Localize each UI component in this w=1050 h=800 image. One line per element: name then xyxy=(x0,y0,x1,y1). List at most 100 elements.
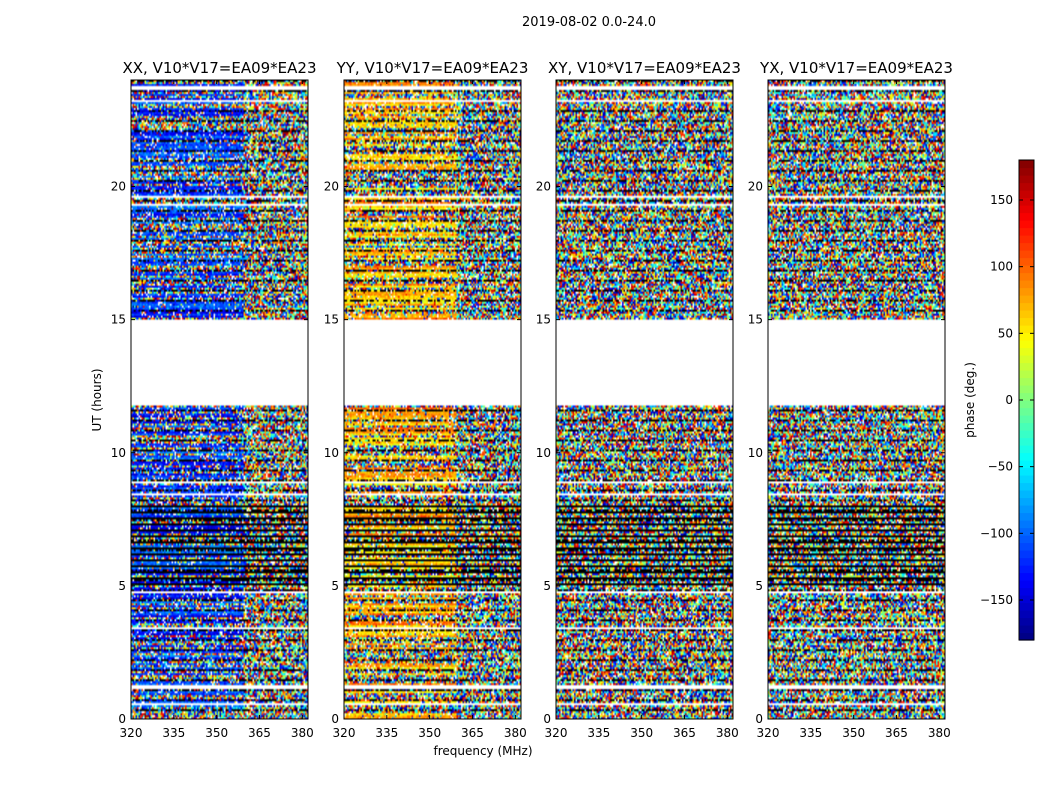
panels: XX, V10*V17=EA09*EA23 320 335 350 365 380 0 5 10… xyxy=(111,59,953,740)
y-tick-label: 5 xyxy=(543,579,551,593)
colorbar-tick-label: 150 xyxy=(990,193,1013,207)
colorbar-segment xyxy=(1019,415,1034,424)
colorbar-segment xyxy=(1019,332,1034,341)
colorbar-segment xyxy=(1019,385,1034,394)
colorbar-segment xyxy=(1019,370,1034,379)
colorbar-segment xyxy=(1019,527,1034,536)
phase-heatmap xyxy=(344,80,521,719)
y-axis-label: UT (hours) xyxy=(90,368,104,431)
y-tick-label: 5 xyxy=(331,579,339,593)
colorbar-segment xyxy=(1019,280,1034,289)
colorbar-segment xyxy=(1019,302,1034,311)
colorbar-segment xyxy=(1019,587,1034,596)
colorbar-segment xyxy=(1019,550,1034,559)
colorbar-segment xyxy=(1019,632,1034,641)
y-tick-label: 20 xyxy=(324,180,339,194)
y-tick-label: 10 xyxy=(111,446,126,460)
y-tick-label: 20 xyxy=(536,180,551,194)
colorbar-tick-label: −50 xyxy=(988,460,1013,474)
x-tick-label: 335 xyxy=(587,726,610,740)
x-tick-label: 335 xyxy=(799,726,822,740)
x-tick-label: 365 xyxy=(885,726,908,740)
x-tick-label: 380 xyxy=(928,726,951,740)
colorbar-segment xyxy=(1019,542,1034,551)
colorbar-tick-label: −150 xyxy=(980,593,1013,607)
colorbar-segment xyxy=(1019,175,1034,184)
panel-title: YX, V10*V17=EA09*EA23 xyxy=(759,59,953,77)
colorbar-segment xyxy=(1019,205,1034,214)
colorbar-segment xyxy=(1019,400,1034,409)
colorbar-segment xyxy=(1019,482,1034,491)
panel-title: YY, V10*V17=EA09*EA23 xyxy=(336,59,529,77)
y-tick-label: 0 xyxy=(331,712,339,726)
colorbar-segment xyxy=(1019,325,1034,334)
x-tick-label: 335 xyxy=(162,726,185,740)
colorbar-segment xyxy=(1019,422,1034,431)
colorbar-segment xyxy=(1019,167,1034,176)
colorbar-segment xyxy=(1019,505,1034,514)
panel-0: XX, V10*V17=EA09*EA23 320 335 350 365 380 0 5 10… xyxy=(111,59,317,740)
y-tick-label: 10 xyxy=(324,446,339,460)
y-tick-label: 15 xyxy=(748,313,763,327)
panel-title: XX, V10*V17=EA09*EA23 xyxy=(122,59,316,77)
y-tick-label: 0 xyxy=(543,712,551,726)
x-axis-label: frequency (MHz) xyxy=(433,744,532,758)
colorbar-segment xyxy=(1019,617,1034,626)
colorbar-segment xyxy=(1019,257,1034,266)
phase-heatmap xyxy=(768,80,945,719)
colorbar-segment xyxy=(1019,212,1034,221)
y-tick-label: 15 xyxy=(324,313,339,327)
colorbar-segment xyxy=(1019,602,1034,611)
colorbar-segment xyxy=(1019,535,1034,544)
phase-heatmap xyxy=(131,80,308,719)
colorbar-segment xyxy=(1019,460,1034,469)
panel-title: XY, V10*V17=EA09*EA23 xyxy=(548,59,741,77)
panel-1: YY, V10*V17=EA09*EA23 320 335 350 365 380 0 5 10… xyxy=(324,59,529,740)
panel-frame xyxy=(130,79,309,720)
colorbar-segment xyxy=(1019,310,1034,319)
x-tick-label: 320 xyxy=(757,726,780,740)
x-tick-label: 365 xyxy=(461,726,484,740)
colorbar-segment xyxy=(1019,355,1034,364)
colorbar-segment xyxy=(1019,220,1034,229)
y-tick-label: 0 xyxy=(755,712,763,726)
colorbar-segment xyxy=(1019,265,1034,274)
colorbar: −150 −100 −50 0 50 100 150 xyxy=(980,159,1035,641)
panel-2: XY, V10*V17=EA09*EA23 320 335 350 365 380 0 5 10… xyxy=(536,59,741,740)
colorbar-tick-label: 0 xyxy=(1005,393,1013,407)
colorbar-segment xyxy=(1019,595,1034,604)
panel-3: YX, V10*V17=EA09*EA23 320 335 350 365 380 0 5 10… xyxy=(748,59,953,740)
y-tick-label: 15 xyxy=(536,313,551,327)
x-tick-label: 365 xyxy=(248,726,271,740)
y-tick-label: 20 xyxy=(111,180,126,194)
y-tick-label: 5 xyxy=(118,579,126,593)
colorbar-segment xyxy=(1019,235,1034,244)
y-tick-label: 10 xyxy=(536,446,551,460)
figure-suptitle: 2019-08-02 0.0-24.0 xyxy=(522,15,656,30)
x-tick-label: 335 xyxy=(375,726,398,740)
colorbar-segment xyxy=(1019,565,1034,574)
colorbar-segment xyxy=(1019,227,1034,236)
y-tick-label: 20 xyxy=(748,180,763,194)
x-tick-label: 380 xyxy=(716,726,739,740)
colorbar-segment xyxy=(1019,475,1034,484)
colorbar-segment xyxy=(1019,407,1034,416)
colorbar-segment xyxy=(1019,197,1034,206)
colorbar-segment xyxy=(1019,497,1034,506)
colorbar-segment xyxy=(1019,445,1034,454)
colorbar-segment xyxy=(1019,452,1034,461)
y-tick-label: 15 xyxy=(111,313,126,327)
panel-frame xyxy=(555,79,734,720)
x-tick-label: 320 xyxy=(120,726,143,740)
colorbar-tick-label: −100 xyxy=(980,526,1013,540)
colorbar-segment xyxy=(1019,520,1034,529)
x-tick-label: 350 xyxy=(842,726,865,740)
phase-heatmap xyxy=(556,80,733,719)
colorbar-segment xyxy=(1019,625,1034,634)
colorbar-segment xyxy=(1019,287,1034,296)
panel-frame xyxy=(343,79,522,720)
colorbar-segment xyxy=(1019,347,1034,356)
colorbar-segment xyxy=(1019,362,1034,371)
colorbar-segment xyxy=(1019,317,1034,326)
